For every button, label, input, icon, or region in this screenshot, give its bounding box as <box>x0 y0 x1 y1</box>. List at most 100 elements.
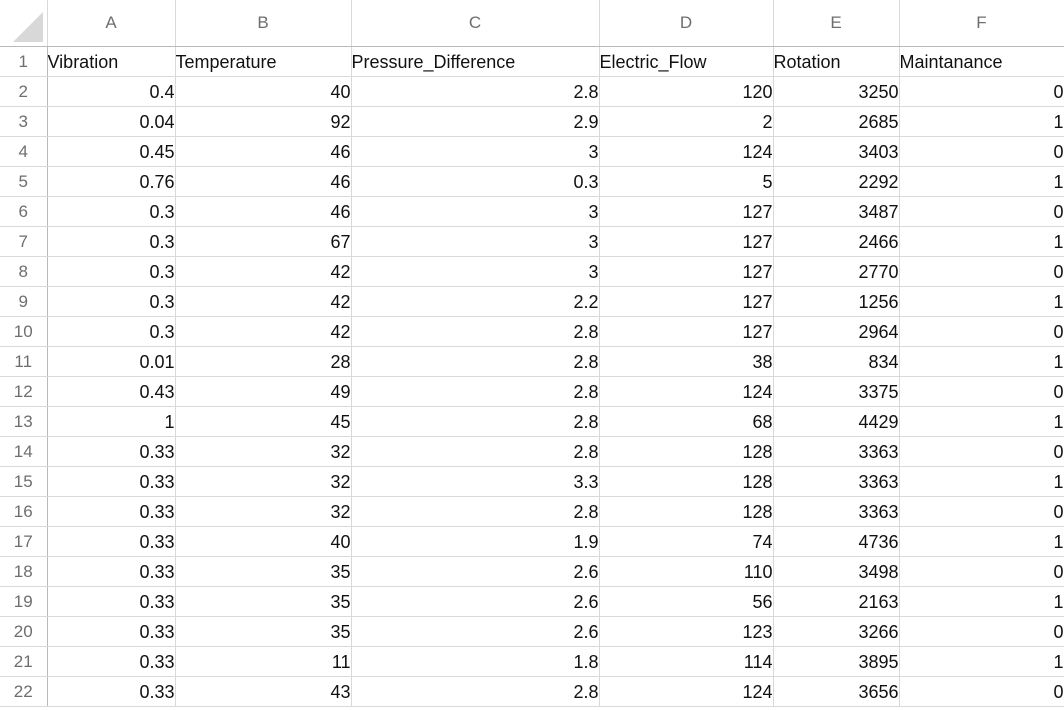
row-header[interactable]: 12 <box>0 376 48 407</box>
row-header[interactable]: 22 <box>0 676 48 707</box>
cell[interactable]: 42 <box>175 256 352 287</box>
cell[interactable]: 0.33 <box>47 556 176 587</box>
cell[interactable]: 128 <box>599 496 774 527</box>
cell[interactable]: Vibration <box>47 46 176 77</box>
cell[interactable]: 3 <box>351 136 600 167</box>
cell[interactable]: 3363 <box>773 496 900 527</box>
cell[interactable]: 35 <box>175 556 352 587</box>
cell[interactable]: 0.33 <box>47 436 176 467</box>
cell[interactable]: 4736 <box>773 526 900 557</box>
cell[interactable]: 43 <box>175 676 352 707</box>
cell[interactable]: 46 <box>175 166 352 197</box>
cell[interactable]: 3498 <box>773 556 900 587</box>
cell[interactable]: 0.33 <box>47 646 176 677</box>
row-header[interactable]: 13 <box>0 406 48 437</box>
cell[interactable]: 2.8 <box>351 496 600 527</box>
cell[interactable]: 3363 <box>773 466 900 497</box>
cell[interactable]: 40 <box>175 526 352 557</box>
cell[interactable]: 2 <box>599 106 774 137</box>
cell[interactable]: 1 <box>899 526 1064 557</box>
cell[interactable]: 2.8 <box>351 316 600 347</box>
cell[interactable]: 0.3 <box>47 226 176 257</box>
cell[interactable]: 2964 <box>773 316 900 347</box>
cell[interactable]: 127 <box>599 226 774 257</box>
row-header[interactable]: 3 <box>0 106 48 137</box>
cell[interactable]: 2292 <box>773 166 900 197</box>
cell[interactable]: 127 <box>599 316 774 347</box>
column-header-b[interactable]: B <box>175 0 352 47</box>
row-header[interactable]: 6 <box>0 196 48 227</box>
cell[interactable]: 0 <box>899 436 1064 467</box>
cell[interactable]: 67 <box>175 226 352 257</box>
cell[interactable]: 0.4 <box>47 76 176 107</box>
cell[interactable]: 834 <box>773 346 900 377</box>
cell[interactable]: 0 <box>899 136 1064 167</box>
row-header[interactable]: 10 <box>0 316 48 347</box>
cell[interactable]: 2.6 <box>351 586 600 617</box>
row-header[interactable]: 11 <box>0 346 48 377</box>
cell[interactable]: 0.33 <box>47 466 176 497</box>
cell[interactable]: 3 <box>351 226 600 257</box>
cell[interactable]: 1.9 <box>351 526 600 557</box>
row-header[interactable]: 1 <box>0 46 48 77</box>
column-header-a[interactable]: A <box>47 0 176 47</box>
cell[interactable]: 45 <box>175 406 352 437</box>
cell[interactable]: 0.3 <box>47 286 176 317</box>
row-header[interactable]: 8 <box>0 256 48 287</box>
cell[interactable]: 42 <box>175 316 352 347</box>
cell[interactable]: 49 <box>175 376 352 407</box>
cell[interactable]: 124 <box>599 376 774 407</box>
cell[interactable]: 0.43 <box>47 376 176 407</box>
cell[interactable]: 3250 <box>773 76 900 107</box>
cell[interactable]: 1 <box>899 646 1064 677</box>
cell[interactable]: 3 <box>351 256 600 287</box>
cell[interactable]: 3.3 <box>351 466 600 497</box>
cell[interactable]: 92 <box>175 106 352 137</box>
row-header[interactable]: 19 <box>0 586 48 617</box>
cell[interactable]: 2.8 <box>351 76 600 107</box>
cell[interactable]: 2.6 <box>351 556 600 587</box>
cell[interactable]: 0.45 <box>47 136 176 167</box>
cell[interactable]: 1 <box>899 346 1064 377</box>
cell[interactable]: 124 <box>599 676 774 707</box>
cell[interactable]: 56 <box>599 586 774 617</box>
cell[interactable]: 2.2 <box>351 286 600 317</box>
cell[interactable]: 0.33 <box>47 496 176 527</box>
cell[interactable]: 3375 <box>773 376 900 407</box>
cell[interactable]: 1256 <box>773 286 900 317</box>
cell[interactable]: 1 <box>899 586 1064 617</box>
cell[interactable]: 120 <box>599 76 774 107</box>
cell[interactable]: 42 <box>175 286 352 317</box>
cell[interactable]: 1 <box>47 406 176 437</box>
column-header-d[interactable]: D <box>599 0 774 47</box>
cell[interactable]: 5 <box>599 166 774 197</box>
cell[interactable]: 0 <box>899 676 1064 707</box>
cell[interactable]: 2.8 <box>351 676 600 707</box>
cell[interactable]: Temperature <box>175 46 352 77</box>
cell[interactable]: 0 <box>899 196 1064 227</box>
cell[interactable]: 3403 <box>773 136 900 167</box>
cell[interactable]: 0.33 <box>47 616 176 647</box>
cell[interactable]: 3895 <box>773 646 900 677</box>
row-header[interactable]: 5 <box>0 166 48 197</box>
cell[interactable]: 11 <box>175 646 352 677</box>
cell[interactable]: 2.8 <box>351 376 600 407</box>
cell[interactable]: 127 <box>599 286 774 317</box>
cell[interactable]: 1 <box>899 466 1064 497</box>
cell[interactable]: 0.01 <box>47 346 176 377</box>
cell[interactable]: 0 <box>899 256 1064 287</box>
cell[interactable]: 74 <box>599 526 774 557</box>
cell[interactable]: 114 <box>599 646 774 677</box>
row-header[interactable]: 20 <box>0 616 48 647</box>
cell[interactable]: 32 <box>175 466 352 497</box>
cell[interactable]: 3487 <box>773 196 900 227</box>
cell[interactable]: 4429 <box>773 406 900 437</box>
cell[interactable]: 1 <box>899 106 1064 137</box>
cell[interactable]: 35 <box>175 616 352 647</box>
row-header[interactable]: 9 <box>0 286 48 317</box>
cell[interactable]: 0 <box>899 496 1064 527</box>
column-header-f[interactable]: F <box>899 0 1064 47</box>
cell[interactable]: 0.3 <box>47 256 176 287</box>
cell[interactable]: 0 <box>899 556 1064 587</box>
cell[interactable]: 3 <box>351 196 600 227</box>
